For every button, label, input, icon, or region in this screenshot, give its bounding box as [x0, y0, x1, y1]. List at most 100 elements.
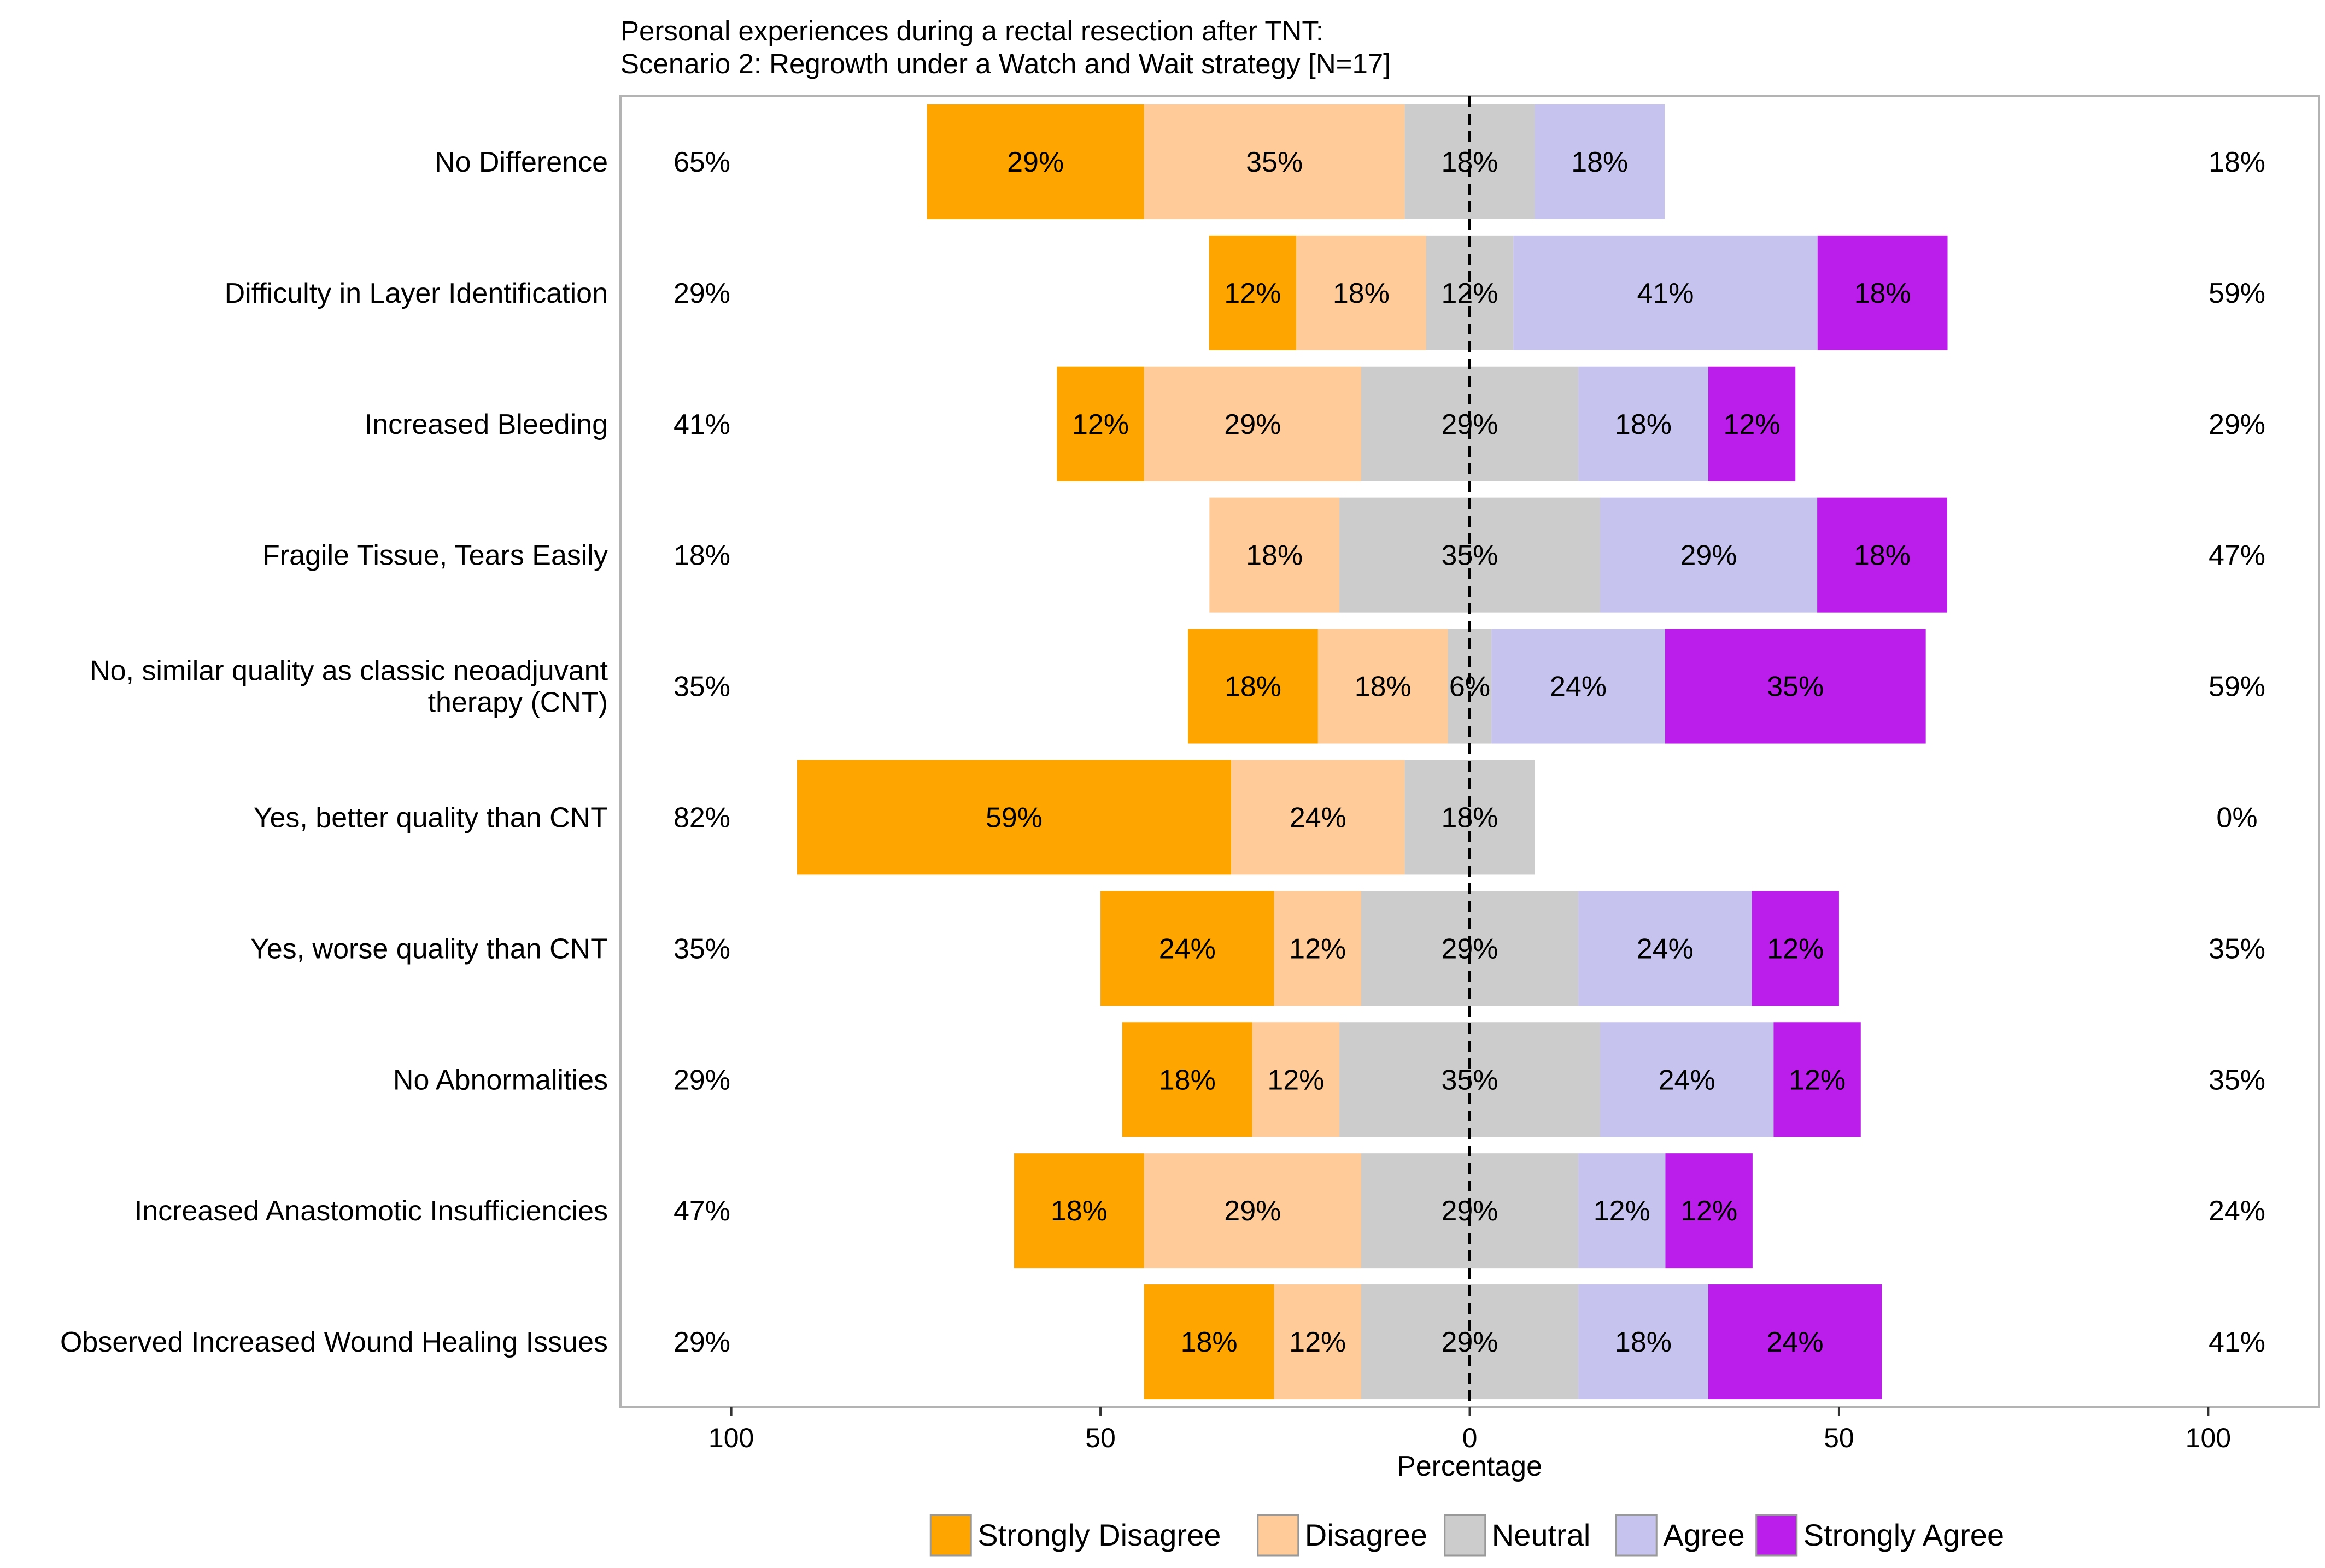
- bar-data-label: 18%: [1159, 1064, 1216, 1096]
- bar-strongly-disagree: [1188, 629, 1318, 744]
- bar-data-label: 12%: [1723, 409, 1780, 441]
- x-axis-title: Percentage: [1397, 1450, 1542, 1482]
- bar-agree: [1491, 629, 1665, 744]
- bar-data-label: 41%: [1637, 278, 1694, 309]
- right-total-label: 18%: [2209, 146, 2265, 178]
- bar-strongly-agree: [1817, 497, 1947, 613]
- bar-data-label: 12%: [1224, 278, 1281, 309]
- left-total-label: 82%: [674, 802, 730, 833]
- bar-data-label: 6%: [1449, 671, 1490, 703]
- bar-agree: [1600, 1022, 1774, 1137]
- bar-data-label: 18%: [1854, 540, 1911, 572]
- bar-agree: [1535, 104, 1665, 219]
- bar-data-label: 29%: [1007, 146, 1064, 178]
- bar-data-label: 35%: [1441, 1064, 1498, 1096]
- bar-data-label: 12%: [1767, 933, 1824, 965]
- legend-swatch-strongly-agree: [1755, 1514, 1798, 1557]
- legend-label-agree: Agree: [1663, 1518, 1744, 1552]
- bar-data-label: 24%: [1550, 671, 1607, 703]
- legend-label-neutral: Neutral: [1492, 1518, 1591, 1552]
- legend-label-strongly-agree: Strongly Agree: [1803, 1518, 2004, 1552]
- category-label: Yes, better quality than CNT: [254, 802, 608, 833]
- bar-agree: [1578, 1284, 1708, 1400]
- bar-disagree: [1144, 366, 1361, 481]
- bar-disagree: [1296, 235, 1426, 350]
- bar-data-label: 18%: [1441, 802, 1498, 833]
- bar-data-label: 59%: [986, 802, 1043, 833]
- right-total-label: 59%: [2209, 278, 2265, 309]
- category-label: Yes, worse quality than CNT: [250, 933, 608, 965]
- legend-swatch-agree: [1615, 1514, 1658, 1557]
- bar-data-label: 24%: [1637, 933, 1694, 965]
- bar-data-label: 12%: [1072, 409, 1129, 441]
- left-total-label: 18%: [674, 540, 730, 572]
- bar-data-label: 12%: [1680, 1195, 1737, 1227]
- bar-disagree: [1231, 760, 1405, 875]
- legend: Strongly Disagree Disagree Neutral Agree Str…: [929, 1514, 2004, 1557]
- x-tick-label: 100: [2186, 1423, 2231, 1453]
- bar-data-label: 18%: [1441, 146, 1498, 178]
- bar-strongly-disagree: [1100, 891, 1274, 1006]
- bar-data-label: 24%: [1659, 1064, 1715, 1096]
- right-total-label: 24%: [2209, 1195, 2265, 1227]
- bar-labels-layer: 29% 35% 18% 18% 12% 18% 12% 41% 18% 12% 29% 29% 18% 1…: [986, 146, 1911, 1358]
- category-label: No Abnormalities: [393, 1064, 608, 1096]
- x-tick-label: 50: [1085, 1423, 1116, 1453]
- category-label: No Difference: [435, 146, 608, 178]
- left-total-label: 35%: [674, 933, 730, 965]
- bar-data-label: 29%: [1441, 1326, 1498, 1358]
- bar-data-label: 35%: [1246, 146, 1303, 178]
- bar-agree: [1578, 366, 1708, 481]
- left-total-label: 35%: [674, 671, 730, 703]
- legend-swatch-disagree: [1257, 1514, 1299, 1557]
- bar-data-label: 24%: [1767, 1326, 1824, 1358]
- bar-disagree: [1274, 891, 1361, 1006]
- bar-disagree: [1274, 1284, 1361, 1400]
- left-total-label: 29%: [674, 278, 730, 309]
- bar-data-label: 29%: [1441, 933, 1498, 965]
- bar-disagree: [1209, 497, 1340, 613]
- bar-data-label: 18%: [1051, 1195, 1108, 1227]
- right-total-label: 47%: [2209, 540, 2265, 572]
- bar-data-label: 18%: [1181, 1326, 1238, 1358]
- bar-strongly-agree: [1752, 891, 1839, 1006]
- bar-agree: [1600, 497, 1818, 613]
- bar-strongly-agree: [1708, 1284, 1882, 1400]
- bar-strongly-disagree: [797, 760, 1232, 875]
- bar-data-label: 24%: [1159, 933, 1216, 965]
- bar-disagree: [1144, 104, 1405, 219]
- bar-strongly-disagree: [1057, 366, 1144, 481]
- bar-agree: [1578, 891, 1752, 1006]
- left-total-labels: 65% 29% 41% 18% 35% 82% 35% 29% 47% 29%: [674, 146, 730, 1358]
- left-total-label: 41%: [674, 409, 730, 441]
- bar-data-label: 18%: [1225, 671, 1281, 703]
- category-label: Fragile Tissue, Tears Easily: [262, 540, 608, 572]
- category-label: Increased Bleeding: [365, 409, 608, 441]
- bar-data-label: 35%: [1767, 671, 1824, 703]
- bar-data-label: 18%: [1355, 671, 1412, 703]
- chart-subtitle: Scenario 2: Regrowth under a Watch and W…: [620, 48, 1391, 79]
- bar-data-label: 18%: [1333, 278, 1390, 309]
- bar-strongly-disagree: [1122, 1022, 1252, 1137]
- left-total-label: 65%: [674, 146, 730, 178]
- bar-data-label: 18%: [1615, 1326, 1672, 1358]
- chart-title: Personal experiences during a rectal res…: [620, 15, 1323, 46]
- legend-swatch-strongly-disagree: [929, 1514, 972, 1557]
- bar-data-label: 18%: [1615, 409, 1672, 441]
- right-total-label: 35%: [2209, 933, 2265, 965]
- left-total-label: 47%: [674, 1195, 730, 1227]
- bar-disagree: [1144, 1153, 1361, 1269]
- bar-strongly-agree: [1708, 366, 1796, 481]
- bar-data-label: 12%: [1289, 933, 1346, 965]
- bar-data-label: 29%: [1441, 409, 1498, 441]
- bar-data-label: 18%: [1854, 278, 1911, 309]
- bar-strongly-disagree: [1014, 1153, 1144, 1269]
- bar-data-label: 24%: [1290, 802, 1346, 833]
- bar-strongly-disagree: [1144, 1284, 1274, 1400]
- bar-strongly-agree: [1773, 1022, 1861, 1137]
- left-total-label: 29%: [674, 1064, 730, 1096]
- bar-strongly-agree: [1817, 235, 1948, 350]
- bar-strongly-agree: [1665, 629, 1926, 744]
- right-total-label: 59%: [2209, 671, 2265, 703]
